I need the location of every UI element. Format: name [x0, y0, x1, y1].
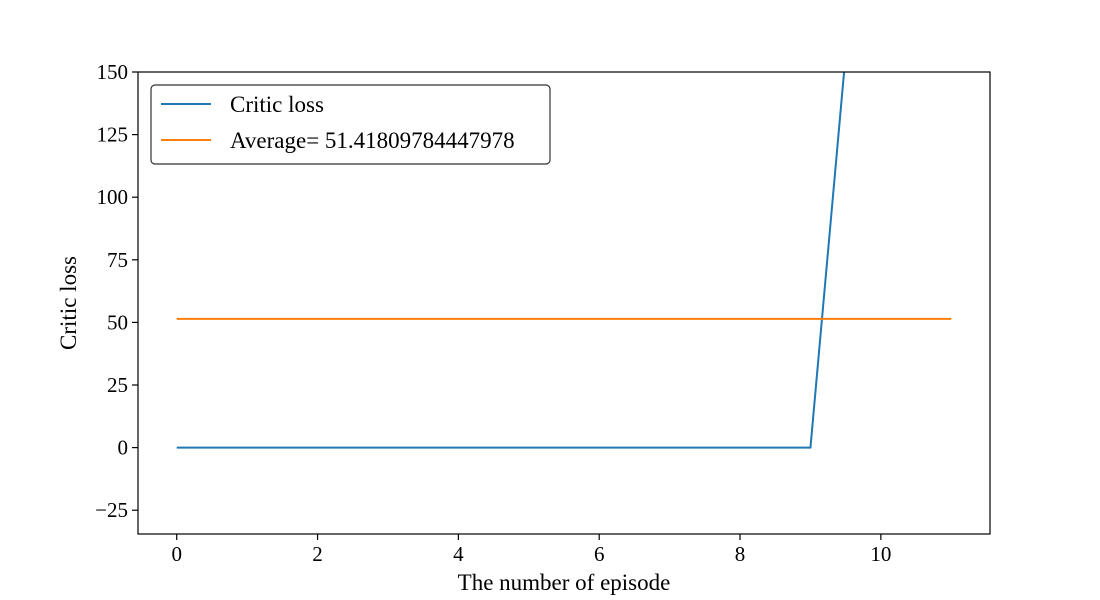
x-axis-ticks: 0 2 4 6 8 10 — [171, 534, 891, 566]
series-layer — [176, 72, 952, 449]
x-tick-label: 6 — [594, 542, 605, 566]
legend: Critic loss Average= 51.41809784447978 — [150, 84, 551, 165]
y-tick-label: 100 — [97, 185, 129, 209]
x-tick-label: 0 — [171, 542, 182, 566]
series-line-0 — [176, 72, 846, 449]
y-axis-label: Critic loss — [56, 256, 81, 350]
y-tick-label: 0 — [118, 436, 129, 460]
plot-frame — [137, 71, 991, 535]
legend-entry-average: Average= 51.41809784447978 — [230, 128, 515, 153]
y-tick-label: 150 — [97, 60, 129, 84]
x-tick-label: 2 — [312, 542, 323, 566]
y-tick-label: 75 — [107, 248, 128, 272]
x-tick-label: 8 — [735, 542, 746, 566]
x-axis-label: The number of episode — [458, 570, 671, 595]
y-tick-label: 125 — [97, 123, 129, 147]
legend-entry-critic-loss: Critic loss — [230, 92, 324, 117]
y-tick-label: −25 — [95, 498, 128, 522]
legend-box — [150, 84, 551, 165]
x-tick-label: 4 — [453, 542, 464, 566]
y-tick-label: 50 — [107, 310, 128, 334]
y-axis-ticks: −25 0 25 50 75 100 125 150 — [95, 60, 138, 522]
x-tick-label: 10 — [870, 542, 891, 566]
y-tick-label: 25 — [107, 373, 128, 397]
